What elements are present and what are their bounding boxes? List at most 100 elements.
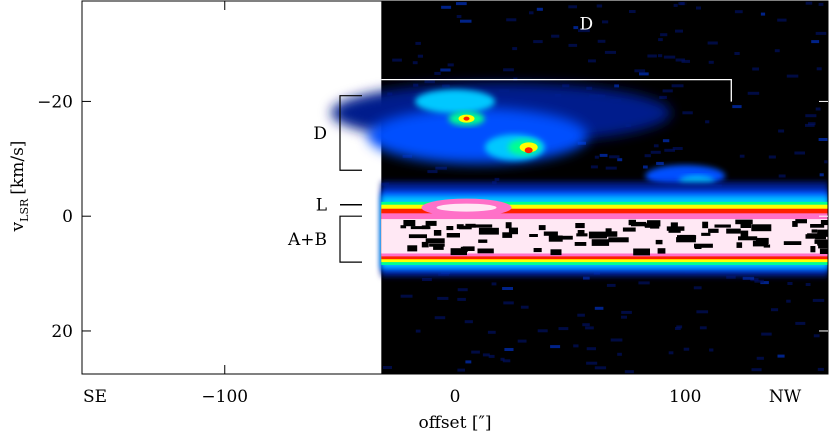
- noise-pixel: [696, 6, 701, 10]
- saturated-pixel: [577, 230, 585, 235]
- noise-pixel: [818, 138, 828, 141]
- noise-pixel: [578, 29, 590, 33]
- saturated-pixel: [676, 237, 696, 243]
- noise-pixel: [434, 316, 446, 320]
- saturated-pixel: [543, 231, 558, 236]
- noise-pixel: [819, 173, 824, 177]
- saturated-pixel: [763, 244, 771, 248]
- noise-pixel: [650, 150, 661, 154]
- saturated-pixel: [702, 221, 709, 229]
- noise-pixel: [808, 122, 816, 126]
- noise-pixel: [604, 50, 616, 54]
- noise-pixel: [586, 361, 598, 365]
- noise-pixel: [464, 320, 473, 324]
- saturated-pixel: [726, 228, 741, 234]
- noise-pixel: [629, 10, 636, 13]
- noise-pixel: [568, 43, 578, 47]
- noise-pixel: [594, 306, 604, 310]
- saturated-pixel: [655, 239, 663, 245]
- noise-pixel: [818, 2, 824, 6]
- noise-pixel: [682, 111, 693, 115]
- saturated-pixel: [606, 231, 618, 237]
- bracket-ab: A+B: [287, 215, 362, 263]
- component-label: L: [316, 196, 327, 216]
- saturated-pixel: [529, 234, 538, 237]
- noise-pixel: [529, 11, 534, 15]
- saturated-pixel: [508, 227, 518, 235]
- saturated-pixel: [477, 248, 494, 254]
- noise-pixel: [673, 3, 678, 7]
- noise-pixel: [568, 5, 577, 9]
- loop-core: [436, 203, 497, 212]
- noise-pixel: [610, 338, 623, 342]
- noise-pixel: [494, 177, 500, 181]
- noise-pixel: [778, 129, 785, 133]
- noise-pixel: [805, 283, 811, 286]
- noise-pixel: [787, 282, 793, 285]
- noise-pixel: [605, 166, 617, 170]
- saturated-pixel: [666, 226, 685, 231]
- noise-pixel: [434, 71, 441, 75]
- saturated-pixel: [446, 233, 460, 238]
- noise-pixel: [696, 310, 709, 314]
- noise-pixel: [734, 52, 740, 55]
- bracket-line: [339, 215, 362, 263]
- noise-pixel: [634, 69, 646, 73]
- noise-pixel: [424, 80, 435, 84]
- noise-pixel: [816, 67, 822, 71]
- bracket-l: L: [316, 196, 362, 216]
- noise-pixel: [621, 310, 632, 314]
- saturated-pixel: [548, 235, 563, 242]
- noise-pixel: [756, 356, 764, 360]
- saturated-pixel: [819, 248, 828, 254]
- saturated-pixel: [574, 242, 587, 246]
- saturated-pixel: [735, 219, 753, 225]
- y-tick-label: 20: [51, 322, 73, 342]
- y-tick-label: 0: [62, 207, 73, 227]
- noise-pixel: [573, 344, 579, 348]
- noise-pixel: [441, 5, 452, 9]
- saturated-pixel: [450, 248, 467, 256]
- saturated-pixel: [558, 235, 573, 240]
- noise-pixel: [536, 7, 543, 11]
- saturated-pixel: [576, 233, 588, 237]
- noise-pixel: [761, 332, 772, 336]
- noise-pixel: [656, 161, 664, 165]
- saturated-pixel: [679, 234, 695, 239]
- noise-pixel: [585, 326, 594, 330]
- saturated-pixel: [694, 243, 713, 248]
- cloud-d-red-a: [463, 116, 470, 121]
- noise-pixel: [596, 4, 603, 8]
- noise-pixel: [817, 367, 824, 371]
- noise-pixel: [658, 54, 663, 58]
- noise-pixel: [708, 60, 714, 64]
- noise-pixel: [705, 120, 710, 124]
- saturated-pixel: [433, 230, 442, 236]
- noise-pixel: [415, 41, 421, 45]
- noise-pixel: [754, 279, 764, 283]
- noise-pixel: [537, 329, 548, 333]
- noise-pixel: [606, 283, 616, 287]
- noise-pixel: [752, 67, 759, 71]
- noise-pixel: [457, 297, 466, 301]
- noise-pixel: [435, 166, 447, 170]
- saturated-pixel: [446, 226, 454, 231]
- noise-pixel: [487, 330, 496, 334]
- noise-pixel: [726, 275, 736, 279]
- saturated-pixel: [701, 232, 711, 236]
- saturated-pixel: [588, 231, 607, 239]
- noise-pixel: [774, 49, 780, 53]
- saturated-pixel: [403, 220, 416, 227]
- saturated-pixel: [810, 224, 825, 228]
- noise-pixel: [675, 29, 683, 33]
- y-axis-label-unit: [km/s]: [8, 141, 28, 195]
- noise-pixel: [617, 158, 623, 162]
- noise-pixel: [805, 114, 817, 118]
- saturated-pixel: [458, 225, 472, 230]
- noise-pixel: [824, 160, 828, 164]
- noise-pixel: [794, 151, 805, 155]
- y-tick-label: −20: [37, 92, 73, 112]
- intensity-map: [331, 1, 828, 374]
- noise-pixel: [427, 170, 438, 174]
- saturated-pixel: [622, 227, 636, 232]
